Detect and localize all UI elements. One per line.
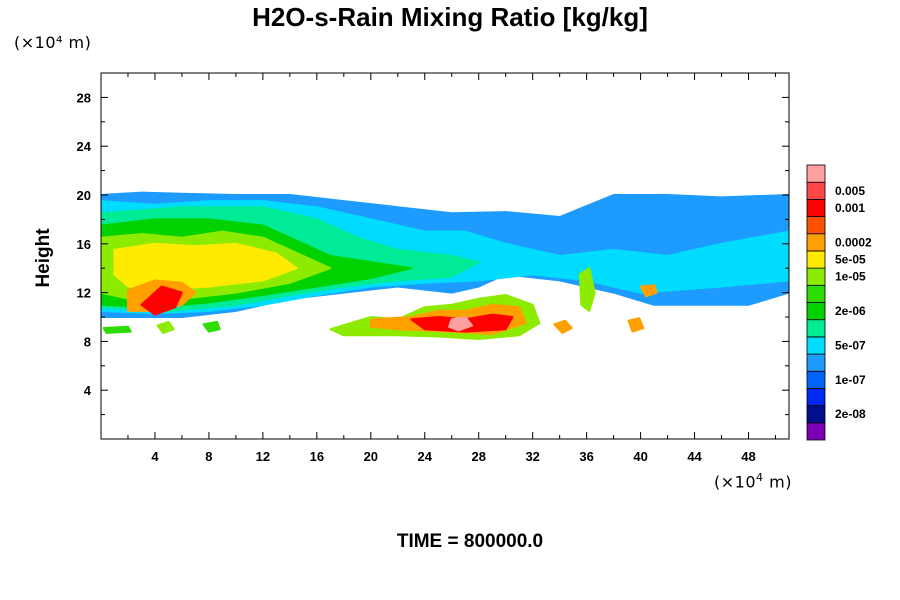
colorbar-label: 2e-08: [835, 407, 866, 421]
x-tick-label: 32: [525, 449, 539, 464]
colorbar-swatch: [806, 284, 826, 303]
contour-fields: [101, 191, 789, 340]
colorbar-swatch: [806, 267, 826, 286]
colorbar-swatch: [806, 370, 826, 389]
x-tick-label: 40: [633, 449, 647, 464]
colorbar-label: 2e-06: [835, 304, 866, 318]
colorbar-label: 0.005: [835, 184, 865, 198]
y-axis-unit: (×10⁴ m): [14, 33, 92, 52]
y-tick-label: 24: [77, 139, 92, 154]
colorbar-swatch: [806, 164, 826, 183]
y-tick-label: 12: [77, 286, 91, 301]
colorbar-swatch: [806, 353, 826, 372]
x-tick-label: 8: [205, 449, 212, 464]
x-tick-label: 24: [418, 449, 433, 464]
colorbar-swatch: [806, 250, 826, 269]
x-tick-label: 4: [151, 449, 159, 464]
y-tick-label: 20: [77, 188, 91, 203]
colorbar-label: 1e-07: [835, 373, 866, 387]
x-unit-tail: m): [763, 472, 792, 492]
x-tick-label: 36: [579, 449, 593, 464]
x-tick-label: 44: [687, 449, 702, 464]
colorbar-swatch: [806, 233, 826, 252]
contour-region-small-cell-39: [627, 317, 645, 333]
y-tick-label: 8: [84, 334, 91, 349]
colorbar-label: 1e-05: [835, 270, 866, 284]
x-axis-unit: (×104 m): [714, 471, 792, 491]
y-tick-label: 4: [84, 383, 92, 398]
x-tick-label: 12: [256, 449, 270, 464]
x-tick-label: 48: [741, 449, 755, 464]
colorbar-label: 5e-07: [835, 338, 866, 352]
colorbar-swatch: [806, 319, 826, 338]
colorbar-swatch: [806, 181, 826, 200]
colorbar-label: 5e-05: [835, 253, 866, 267]
colorbar-swatch: [806, 302, 826, 321]
contour-region-small-cell-5: [156, 320, 175, 334]
contour-region-small-cell-8: [202, 320, 221, 333]
colorbar-swatch: [806, 216, 826, 235]
colorbar-swatch: [806, 198, 826, 217]
contour-region-small-cell-1: [102, 325, 132, 334]
plot-frame: [100, 72, 790, 440]
x-tick-label: 16: [310, 449, 324, 464]
time-label: TIME = 800000.0: [396, 531, 544, 552]
colorbar-swatch: [806, 336, 826, 355]
colorbar-label: 0.0002: [835, 235, 872, 249]
x-tick-label: 20: [364, 449, 378, 464]
y-tick-label: 28: [77, 90, 91, 105]
colorbar-swatch: [806, 388, 826, 407]
x-tick-label: 28: [471, 449, 485, 464]
colorbar-swatch: [806, 422, 826, 441]
y-tick-label: 16: [77, 237, 91, 252]
colorbar-swatch: [806, 405, 826, 424]
contour-region-tower-36: [578, 267, 596, 312]
contour-region-peak: [448, 316, 473, 332]
x-unit-base: (×10: [714, 472, 757, 492]
colorbar-label: 0.001: [835, 201, 865, 215]
contour-region-small-cell-34: [553, 319, 573, 334]
contour-region-cell-41: [639, 284, 658, 298]
chart-title: H2O-s-Rain Mixing Ratio [kg/kg]: [252, 2, 648, 32]
contour-region-yellow-core: [113, 242, 298, 290]
colorbar: 2e-08 1e-07 5e-07 2e-06 1e-05 5e-05 0.0002 0.00…: [806, 164, 872, 441]
x-unit-exponent: 4: [756, 471, 764, 484]
contour-region-red-core-left: [140, 285, 183, 316]
